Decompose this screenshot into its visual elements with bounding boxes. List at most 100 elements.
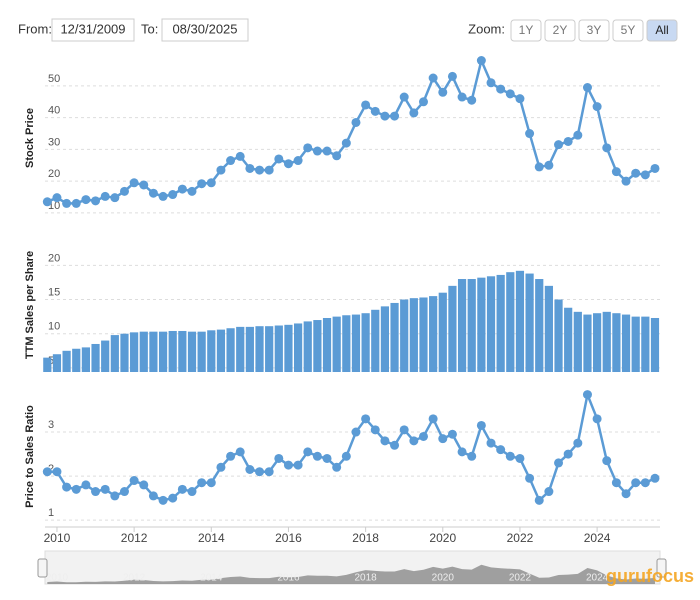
point [332, 151, 342, 161]
bar [255, 326, 264, 372]
zoom-button[interactable] [510, 19, 542, 42]
point [148, 491, 158, 501]
zoom-button-label[interactable]: 2Y [553, 23, 568, 37]
zoom-button[interactable] [646, 19, 678, 42]
zoom-button[interactable] [544, 19, 576, 42]
bar [197, 331, 206, 372]
point [303, 447, 313, 457]
bar [101, 340, 110, 372]
point [515, 94, 525, 104]
bar [158, 331, 168, 372]
point [322, 146, 332, 156]
bar [293, 323, 303, 372]
point [110, 193, 120, 203]
bar [419, 297, 428, 372]
to-date[interactable]: 08/30/2025 [172, 21, 237, 36]
point [129, 476, 139, 486]
zoom-button-label[interactable]: 5Y [621, 23, 636, 37]
bar [351, 314, 361, 372]
navigator-handle[interactable] [37, 558, 48, 578]
bar [544, 285, 553, 372]
point [640, 170, 650, 180]
point [42, 197, 52, 207]
bar [168, 330, 177, 372]
point [525, 129, 535, 139]
navigator-handle[interactable] [656, 558, 667, 578]
point [409, 436, 419, 446]
navigator-tick-label: 2016 [277, 573, 300, 584]
bar [207, 330, 216, 372]
from-date[interactable]: 12/31/2009 [60, 21, 125, 36]
bar [81, 347, 90, 372]
point [496, 84, 506, 94]
point [457, 92, 467, 102]
point [592, 102, 602, 112]
point [544, 160, 554, 170]
bar [303, 321, 312, 372]
point [168, 190, 178, 200]
point [177, 184, 187, 194]
point [409, 108, 419, 118]
point [582, 83, 592, 93]
point [554, 458, 564, 468]
point [303, 143, 313, 153]
bar [216, 329, 226, 372]
point [438, 87, 448, 97]
bar [525, 273, 534, 372]
x-tick-label: 2024 [584, 531, 611, 545]
bar [641, 316, 650, 372]
bar [612, 313, 621, 372]
y-tick-label: 3 [48, 419, 54, 431]
point [573, 438, 583, 448]
bar [448, 285, 457, 372]
point [582, 390, 592, 400]
line [47, 390, 656, 503]
from-input[interactable] [51, 18, 135, 42]
point [255, 467, 265, 477]
point [611, 167, 621, 177]
point [361, 414, 371, 424]
point [592, 414, 602, 424]
bar [593, 313, 602, 372]
point [525, 473, 535, 483]
point [476, 56, 486, 66]
zoom-button-label[interactable]: 1Y [519, 23, 534, 37]
bar [438, 292, 447, 372]
point [91, 196, 101, 206]
y-tick-label: 10 [48, 321, 60, 333]
bar [313, 320, 322, 372]
point [158, 191, 168, 201]
to-input[interactable] [161, 18, 249, 42]
bar [457, 279, 467, 372]
point [341, 451, 351, 461]
navigator-tick-label: 2020 [432, 573, 455, 584]
point [650, 473, 660, 483]
y-axis-title: Stock Price [24, 108, 36, 168]
point [62, 482, 72, 492]
point [52, 193, 62, 203]
point [390, 440, 400, 450]
point [650, 163, 660, 173]
zoom-button[interactable] [612, 19, 644, 42]
x-tick-label: 2018 [352, 531, 379, 545]
bar [322, 317, 332, 372]
bar [110, 335, 119, 372]
bar [274, 325, 283, 372]
point [361, 100, 371, 110]
point [621, 176, 631, 186]
navigator-tick-label: 2010 [46, 573, 69, 584]
bar [265, 326, 274, 372]
zoom-button-label[interactable]: 3Y [587, 23, 602, 37]
point [631, 478, 641, 488]
navigator-tick-label: 2024 [586, 573, 609, 584]
bar [515, 270, 525, 372]
bar [43, 357, 52, 372]
zoom-button[interactable] [578, 19, 610, 42]
bar [631, 316, 640, 372]
point [206, 178, 216, 188]
point [81, 480, 91, 490]
point [631, 168, 641, 178]
zoom-button-label[interactable]: All [655, 23, 668, 37]
point [640, 478, 650, 488]
